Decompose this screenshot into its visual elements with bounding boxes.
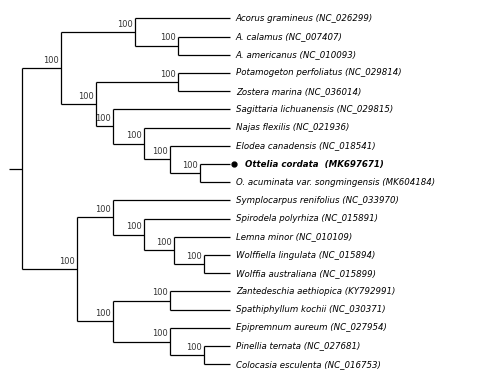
Text: Zostera marina (NC_036014): Zostera marina (NC_036014) <box>236 87 361 96</box>
Text: 100: 100 <box>96 114 111 123</box>
Text: Zantedeschia aethiopica (KY792991): Zantedeschia aethiopica (KY792991) <box>236 287 395 296</box>
Text: 100: 100 <box>156 238 172 247</box>
Text: 100: 100 <box>152 288 168 297</box>
Text: Acorus gramineus (NC_026299): Acorus gramineus (NC_026299) <box>236 14 373 23</box>
Text: 100: 100 <box>44 56 59 65</box>
Text: 100: 100 <box>160 70 176 79</box>
Text: 100: 100 <box>96 205 111 214</box>
Text: O. acuminata var. songmingensis (MK604184): O. acuminata var. songmingensis (MK60418… <box>236 178 435 187</box>
Text: Najas flexilis (NC_021936): Najas flexilis (NC_021936) <box>236 123 349 132</box>
Text: 100: 100 <box>126 222 142 231</box>
Text: 100: 100 <box>186 343 202 352</box>
Text: Ottelia cordata  (MK697671): Ottelia cordata (MK697671) <box>245 160 384 169</box>
Text: Potamogeton perfoliatus (NC_029814): Potamogeton perfoliatus (NC_029814) <box>236 69 402 77</box>
Text: Symplocarpus renifolius (NC_033970): Symplocarpus renifolius (NC_033970) <box>236 196 398 205</box>
Text: A. americanus (NC_010093): A. americanus (NC_010093) <box>236 50 357 59</box>
Text: Epipremnum aureum (NC_027954): Epipremnum aureum (NC_027954) <box>236 323 386 332</box>
Text: 100: 100 <box>152 147 168 156</box>
Text: 100: 100 <box>58 257 74 266</box>
Text: 100: 100 <box>78 92 94 101</box>
Text: 100: 100 <box>96 309 111 318</box>
Text: Lemna minor (NC_010109): Lemna minor (NC_010109) <box>236 232 352 241</box>
Text: 100: 100 <box>160 33 176 42</box>
Text: Pinellia ternata (NC_027681): Pinellia ternata (NC_027681) <box>236 341 360 351</box>
Text: 100: 100 <box>152 329 168 338</box>
Text: 100: 100 <box>182 161 198 170</box>
Text: Wolffia australiana (NC_015899): Wolffia australiana (NC_015899) <box>236 269 376 278</box>
Text: Elodea canadensis (NC_018541): Elodea canadensis (NC_018541) <box>236 141 376 150</box>
Text: 100: 100 <box>186 252 202 261</box>
Text: 100: 100 <box>126 131 142 140</box>
Text: Spathiphyllum kochii (NC_030371): Spathiphyllum kochii (NC_030371) <box>236 305 386 314</box>
Text: Colocasia esculenta (NC_016753): Colocasia esculenta (NC_016753) <box>236 360 380 369</box>
Text: 100: 100 <box>117 20 133 29</box>
Text: Spirodela polyrhiza (NC_015891): Spirodela polyrhiza (NC_015891) <box>236 214 378 223</box>
Text: Wolffiella lingulata (NC_015894): Wolffiella lingulata (NC_015894) <box>236 251 375 260</box>
Text: A. calamus (NC_007407): A. calamus (NC_007407) <box>236 32 343 41</box>
Text: Sagittaria lichuanensis (NC_029815): Sagittaria lichuanensis (NC_029815) <box>236 105 393 114</box>
